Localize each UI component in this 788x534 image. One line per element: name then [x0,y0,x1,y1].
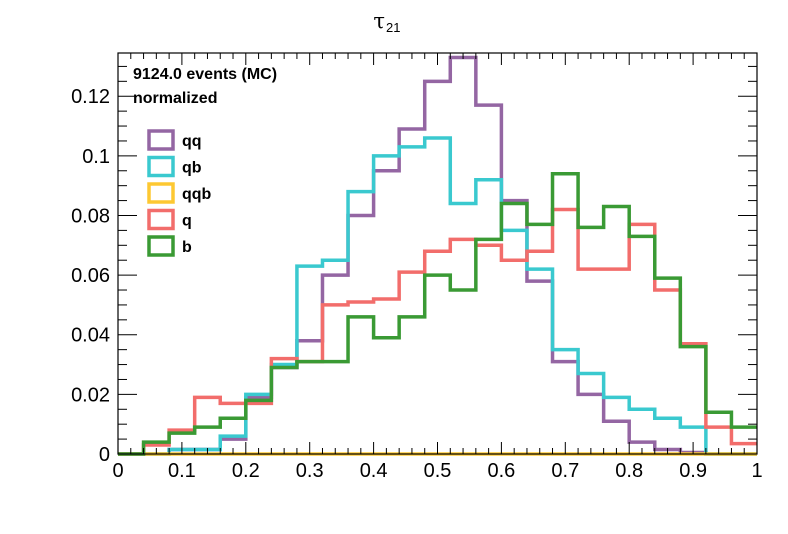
chart-title: τ [373,9,385,33]
x-tick-label: 0.1 [168,460,196,482]
plot-frame [117,52,758,455]
x-tick-label: 0.6 [487,460,515,482]
x-tick-label: 0.4 [360,460,388,482]
y-tick-label: 0.08 [71,205,110,227]
series-qq-line [118,55,757,456]
legend-label-b: b [182,239,192,256]
x-tick-label: 1 [751,460,762,482]
x-tick-label: 0 [112,460,123,482]
legend-swatch-q [147,208,175,231]
x-tick-label: 0.9 [679,460,707,482]
legend-swatch-qb [147,155,175,178]
legend-label-qqb: qqb [182,186,212,203]
x-tick-label: 0.2 [232,460,260,482]
y-tick-label: 0.12 [71,86,110,108]
legend-swatch-qqb [147,182,175,204]
events-annotation: 9124.0 events (MC) [133,66,277,83]
series-layer [118,55,757,456]
y-tick-label: 0.1 [82,146,110,168]
y-tick-label: 0.04 [71,325,110,347]
y-tick-label: 0 [99,444,110,466]
legend-swatch-qq [147,129,175,151]
legend-label-qq: qq [182,133,202,150]
x-tick-label: 0.7 [551,460,579,482]
y-tick-label: 0.02 [71,384,110,406]
normalized-annotation: normalized [133,90,217,107]
series-qb-line [118,136,757,456]
x-tick-label: 0.8 [615,460,643,482]
y-tick-label: 0.06 [71,265,110,287]
legend-swatch-b [147,235,175,257]
legend-label-q: q [182,213,192,230]
x-tick-label: 0.5 [424,460,452,482]
chart-title-subscript: 21 [386,20,400,35]
legend-label-qb: qb [182,160,202,177]
axes-layer: 0 0.1 0.2 0.3 0.4 0.5 0.6 0.7 0.8 0.9 1 0 0.02 0.04 0.… [71,53,763,482]
series-b-line [118,172,757,456]
x-tick-label: 0.3 [296,460,324,482]
